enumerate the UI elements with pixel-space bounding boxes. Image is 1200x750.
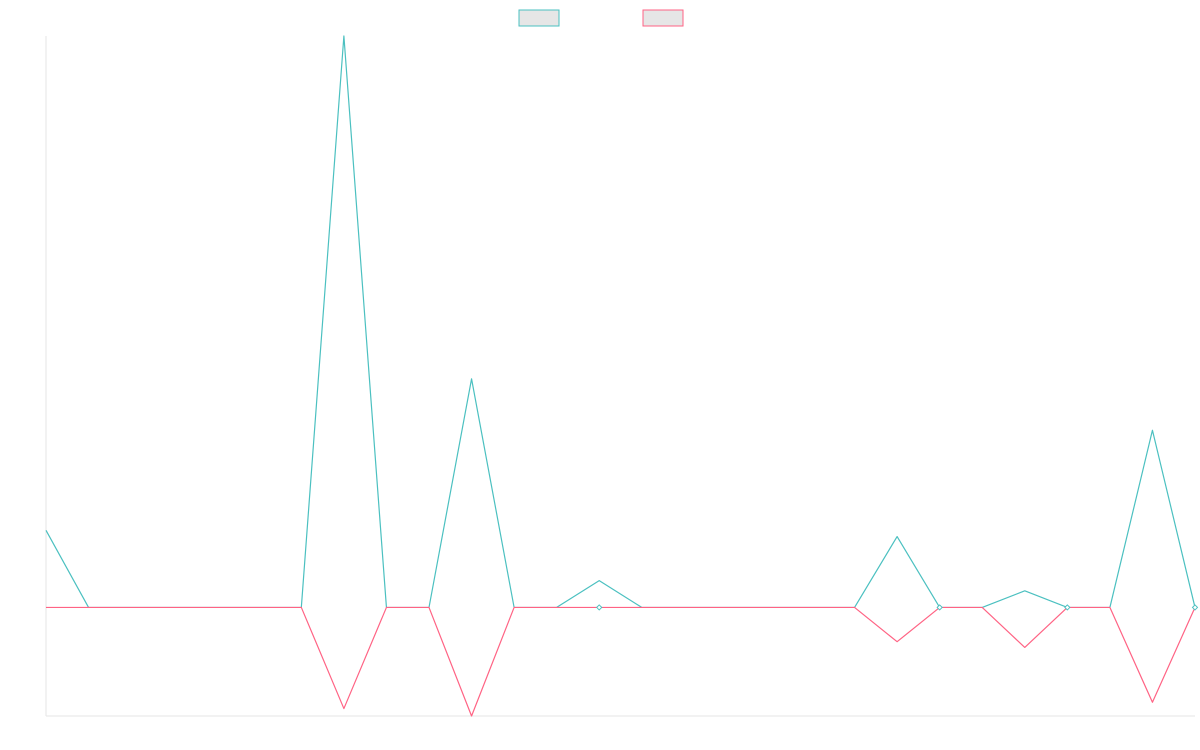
- data-point-marker: [596, 604, 603, 611]
- legend-swatch-0[interactable]: [518, 9, 560, 27]
- series-line-1: [46, 606, 1196, 717]
- legend-swatch-1[interactable]: [642, 9, 684, 27]
- chart-legend: [518, 9, 684, 27]
- data-point-marker: [1064, 604, 1071, 611]
- data-point-marker: [1191, 604, 1199, 611]
- series-line-0: [45, 35, 1196, 609]
- chart-series-layer: [45, 35, 1199, 717]
- chart-axes: [45, 36, 1195, 717]
- data-point-marker: [936, 604, 943, 611]
